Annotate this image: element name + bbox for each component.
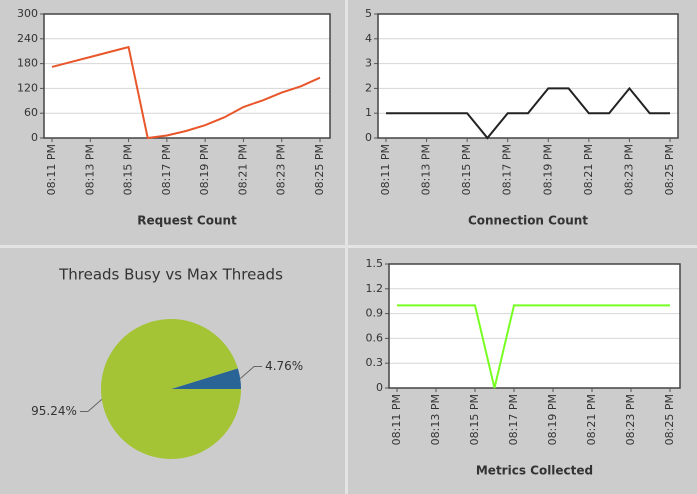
data-line — [397, 304, 670, 389]
x-tick-label: 08:21 PM — [582, 144, 595, 195]
y-tick-label: 0.3 — [366, 356, 384, 369]
y-tick-label: 0 — [365, 131, 372, 144]
axis-title: Connection Count — [468, 214, 588, 228]
x-tick-label: 08:17 PM — [160, 144, 173, 195]
plot-area — [389, 264, 680, 388]
x-tick-label: 08:19 PM — [546, 394, 559, 445]
x-tick-label: 08:23 PM — [275, 144, 288, 195]
pie-title: Threads Busy vs Max Threads — [58, 266, 283, 284]
axis-title: Metrics Collected — [476, 464, 593, 478]
y-tick-label: 240 — [17, 32, 38, 45]
plot-area — [44, 14, 330, 138]
leader-line — [79, 399, 103, 413]
x-tick-label: 08:11 PM — [379, 144, 392, 195]
y-tick-label: 2 — [365, 81, 372, 94]
x-tick-label: 08:15 PM — [468, 394, 481, 445]
y-tick-label: 1.2 — [366, 282, 384, 295]
x-tick-label: 08:17 PM — [501, 144, 514, 195]
y-tick-label: 1.5 — [366, 257, 384, 270]
x-tick-label: 08:23 PM — [624, 394, 637, 445]
y-tick-label: 0.9 — [366, 307, 384, 320]
x-tick-label: 08:13 PM — [420, 144, 433, 195]
y-tick-label: 4 — [365, 32, 372, 45]
x-tick-label: 08:25 PM — [313, 144, 326, 195]
x-tick-label: 08:19 PM — [198, 144, 211, 195]
plot-border — [377, 13, 679, 139]
plot-area — [378, 14, 678, 138]
y-tick-label: 180 — [17, 57, 38, 70]
x-tick-label: 08:11 PM — [45, 144, 58, 195]
separator — [0, 245, 697, 248]
x-tick-label: 08:15 PM — [122, 144, 135, 195]
x-tick-label: 08:19 PM — [541, 144, 554, 195]
plot-border — [388, 263, 681, 389]
x-tick-label: 08:25 PM — [663, 144, 676, 195]
y-tick-label: 1 — [365, 106, 372, 119]
x-tick-label: 08:23 PM — [622, 144, 635, 195]
x-tick-label: 08:13 PM — [429, 394, 442, 445]
y-tick-label: 0.6 — [366, 331, 384, 344]
y-tick-label: 0 — [376, 381, 383, 394]
data-line — [386, 86, 670, 140]
x-tick-label: 08:11 PM — [390, 394, 403, 445]
axis-title: Request Count — [137, 214, 237, 228]
pie-slice — [101, 319, 242, 460]
y-tick-label: 120 — [17, 81, 38, 94]
data-line — [51, 45, 321, 140]
pie-label: 95.24% — [31, 404, 77, 418]
x-tick-label: 08:17 PM — [507, 394, 520, 445]
y-tick-label: 0 — [31, 131, 38, 144]
y-tick-label: 60 — [24, 106, 38, 119]
leader-line — [239, 365, 263, 379]
pie-slice — [171, 368, 241, 389]
x-tick-label: 08:13 PM — [83, 144, 96, 195]
pie-label: 4.76% — [265, 359, 303, 373]
x-tick-label: 08:21 PM — [236, 144, 249, 195]
plot-border — [43, 13, 331, 139]
y-tick-label: 5 — [365, 7, 372, 20]
x-tick-label: 08:21 PM — [585, 394, 598, 445]
y-tick-label: 300 — [17, 7, 38, 20]
y-tick-label: 3 — [365, 57, 372, 70]
x-tick-label: 08:25 PM — [663, 394, 676, 445]
x-tick-label: 08:15 PM — [460, 144, 473, 195]
